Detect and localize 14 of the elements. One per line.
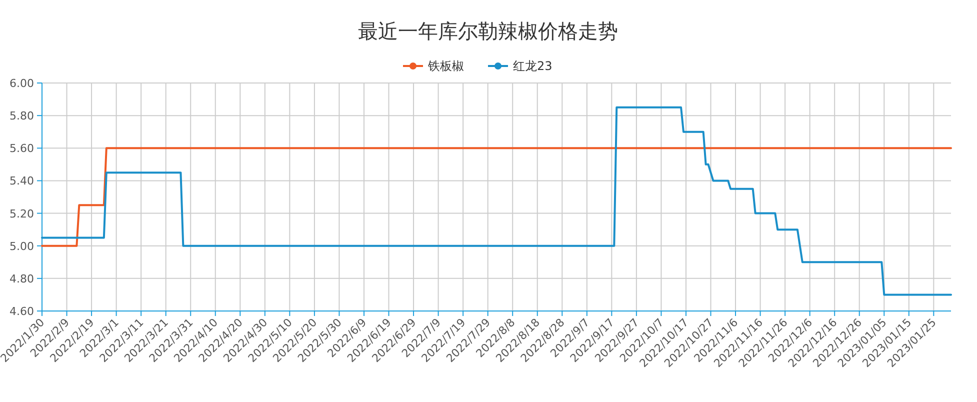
y-tick-label: 5.40	[10, 174, 34, 188]
legend-label: 铁板椒	[427, 59, 464, 73]
y-tick-label: 5.60	[10, 142, 34, 156]
y-tick-label: 5.20	[10, 207, 34, 220]
y-tick-label: 4.80	[10, 272, 34, 286]
legend-item: 铁板椒	[403, 59, 464, 73]
y-tick-label: 5.00	[10, 240, 34, 253]
legend-label: 红龙23	[513, 59, 552, 73]
chart-title: 最近一年库尔勒辣椒价格走势	[358, 19, 618, 43]
legend-item: 红龙23	[488, 59, 552, 73]
y-tick-label: 5.80	[10, 110, 34, 123]
line-series	[41, 106, 952, 296]
y-tick-label: 4.60	[10, 305, 34, 318]
y-tick-label: 6.00	[10, 77, 34, 90]
